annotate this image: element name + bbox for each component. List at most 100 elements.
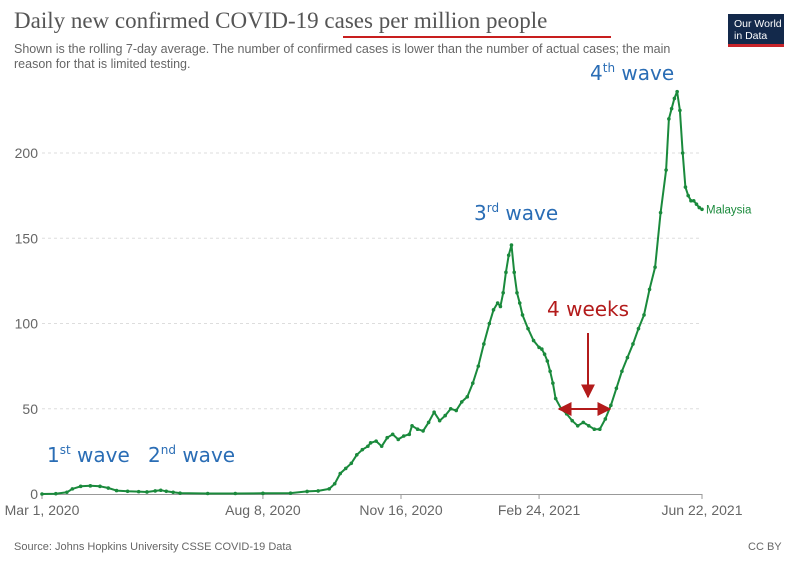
data-point (40, 492, 44, 496)
x-tick-label: Nov 16, 2020 (359, 502, 442, 518)
data-point (515, 291, 519, 295)
annotation-4-weeks: 4 weeks (547, 297, 629, 321)
data-point (586, 424, 591, 428)
data-point (506, 253, 511, 258)
data-point (349, 461, 354, 466)
data-point (332, 481, 337, 486)
data-point (689, 198, 693, 203)
data-point (564, 412, 569, 416)
data-point (407, 432, 412, 437)
data-point (592, 427, 597, 432)
data-point (526, 326, 530, 331)
data-point (636, 326, 641, 331)
data-point (465, 395, 470, 399)
data-point (305, 489, 309, 494)
data-point (581, 420, 586, 425)
data-point (691, 198, 696, 203)
data-point (106, 486, 111, 490)
x-tick-label: Jun 22, 2021 (662, 502, 743, 518)
annotation-wave1: 1st wave (47, 443, 130, 467)
license-link[interactable]: CC BY (748, 541, 782, 553)
data-point (432, 410, 436, 414)
data-point (360, 447, 365, 452)
data-point (675, 89, 679, 94)
data-point (545, 359, 550, 363)
data-point (379, 444, 384, 449)
y-tick-label: 0 (30, 486, 38, 502)
data-point (355, 452, 359, 457)
data-point (437, 418, 442, 423)
data-point (78, 484, 83, 489)
data-point (653, 265, 657, 270)
data-point (125, 489, 130, 494)
data-point (625, 355, 630, 360)
data-point (366, 444, 370, 449)
data-point (509, 243, 514, 247)
data-point (614, 386, 619, 391)
data-point (512, 270, 517, 275)
annotation-wave4: 4th wave (590, 61, 674, 85)
data-point (680, 151, 685, 155)
data-point (647, 287, 652, 292)
annotation-wave2: 2nd wave (148, 443, 235, 467)
data-point (145, 490, 149, 494)
owid-logo[interactable]: Our World in Data (728, 14, 784, 47)
data-point (658, 210, 663, 215)
data-point (603, 417, 608, 421)
data-point (368, 441, 373, 445)
x-tick-label: Aug 8, 2020 (225, 502, 301, 518)
series-line-malaysia (41, 90, 703, 495)
logo-line-1: Our World (734, 18, 782, 30)
data-point (487, 321, 492, 326)
data-point (343, 466, 348, 471)
data-point (683, 185, 688, 189)
x-tick-label: Mar 1, 2020 (5, 502, 80, 518)
y-tick-label: 200 (15, 145, 39, 161)
data-point (205, 491, 210, 496)
data-point (482, 342, 486, 346)
data-point (700, 207, 704, 212)
chart-title: Daily new confirmed COVID-19 cases per m… (14, 8, 548, 33)
data-point (65, 490, 69, 495)
data-point (548, 369, 552, 374)
data-point (178, 491, 182, 495)
annotation-wave3: 3rd wave (474, 201, 558, 225)
data-point (669, 106, 674, 111)
data-point (390, 432, 395, 437)
data-point (620, 369, 624, 374)
data-point (88, 484, 93, 488)
data-point (164, 489, 169, 494)
data-point (410, 424, 414, 428)
data-point (233, 491, 238, 496)
data-point (491, 308, 496, 312)
data-point (158, 488, 163, 493)
title-underline-annotation (343, 36, 611, 38)
data-point (553, 396, 558, 401)
data-point (520, 313, 525, 317)
data-point (136, 489, 141, 494)
data-point (498, 304, 503, 309)
data-point (153, 489, 158, 493)
data-point (415, 427, 420, 432)
logo-line-2: in Data (734, 30, 768, 42)
data-point (401, 434, 406, 438)
data-point (261, 491, 265, 496)
data-point (426, 420, 431, 425)
data-point (570, 418, 575, 423)
data-point (686, 193, 690, 198)
data-point (374, 439, 378, 443)
data-point (54, 491, 58, 496)
data-point (697, 205, 702, 210)
chart-subtitle: Shown is the rolling 7-day average. The … (14, 42, 671, 71)
data-point (664, 168, 668, 172)
data-point (448, 406, 453, 411)
data-point (327, 487, 331, 491)
data-point (70, 487, 75, 491)
data-point (385, 435, 389, 440)
data-point (396, 437, 401, 442)
data-point (501, 291, 505, 295)
data-point (459, 400, 464, 404)
source-note: Source: Johns Hopkins University CSSE CO… (14, 541, 292, 553)
data-point (316, 489, 320, 493)
